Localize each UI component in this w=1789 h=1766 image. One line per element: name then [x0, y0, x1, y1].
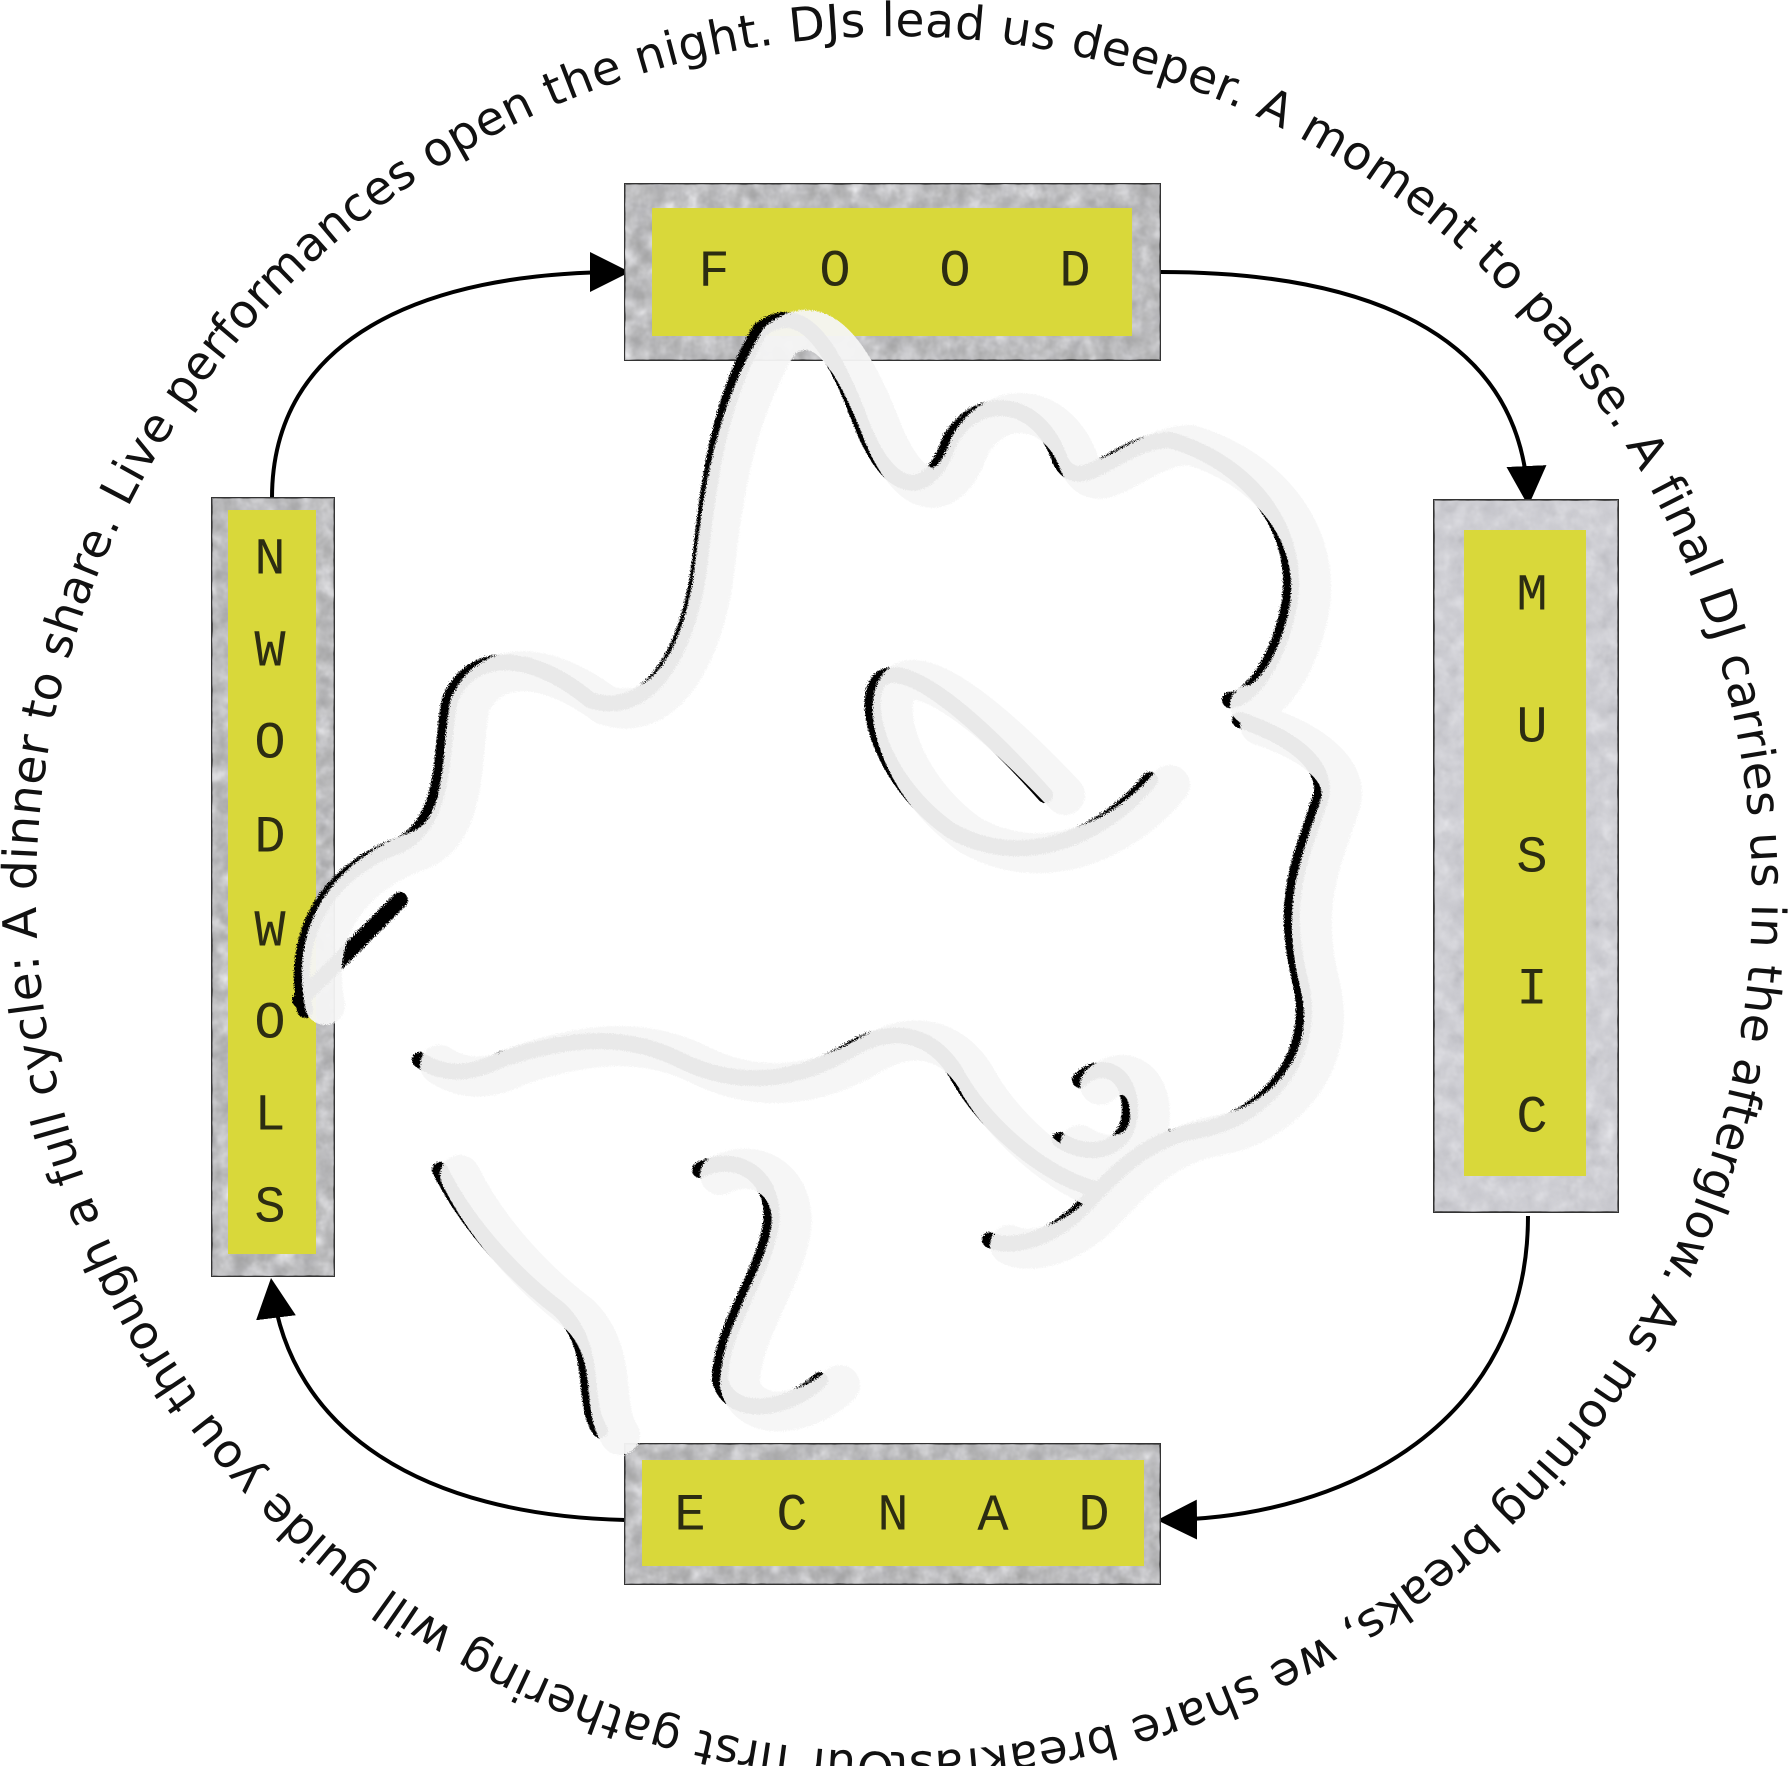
station-letter: O [819, 243, 850, 302]
station-music-label-plate [1464, 530, 1586, 1176]
station-letter: D [1078, 1487, 1109, 1546]
station-letter: C [776, 1487, 807, 1546]
station-letter: O [254, 995, 285, 1054]
center-scribble [292, 310, 1362, 1455]
station-letter: D [1059, 243, 1090, 302]
arrow-music-to-dance [1157, 1215, 1530, 1540]
scribble-shadow [292, 312, 1330, 1438]
cycle-arrows [256, 252, 1547, 1540]
station-letter: I [1516, 961, 1547, 1020]
station-music-letters: M U S I C [1516, 567, 1547, 1148]
arrow-dance-to-slowdown [256, 1278, 626, 1522]
station-music: M U S I C [1433, 499, 1619, 1213]
station-letter: U [1516, 699, 1547, 758]
station-letter: C [1516, 1089, 1547, 1148]
station-letter: O [939, 243, 970, 302]
station-letter: F [698, 243, 729, 302]
station-dance-label-plate [642, 1460, 1144, 1566]
station-letter: N [254, 531, 285, 590]
station-letter: E [674, 1487, 705, 1546]
station-letter: W [254, 623, 286, 682]
station-letter: L [254, 1087, 285, 1146]
station-letter: M [1516, 567, 1547, 626]
station-letter: S [254, 1179, 285, 1238]
station-food-label-plate [652, 208, 1132, 336]
scribble-highlight [301, 310, 1362, 1455]
station-letter: N [877, 1487, 908, 1546]
station-letter: O [254, 715, 285, 774]
station-letter: D [254, 809, 285, 868]
arrow-food-to-music [1159, 270, 1547, 506]
station-letter: W [254, 903, 286, 962]
station-slowdown-label-plate [228, 510, 316, 1254]
station-letter: S [1516, 829, 1547, 888]
arrow-slowdown-to-food [270, 252, 630, 499]
station-letter: A [977, 1487, 1009, 1546]
